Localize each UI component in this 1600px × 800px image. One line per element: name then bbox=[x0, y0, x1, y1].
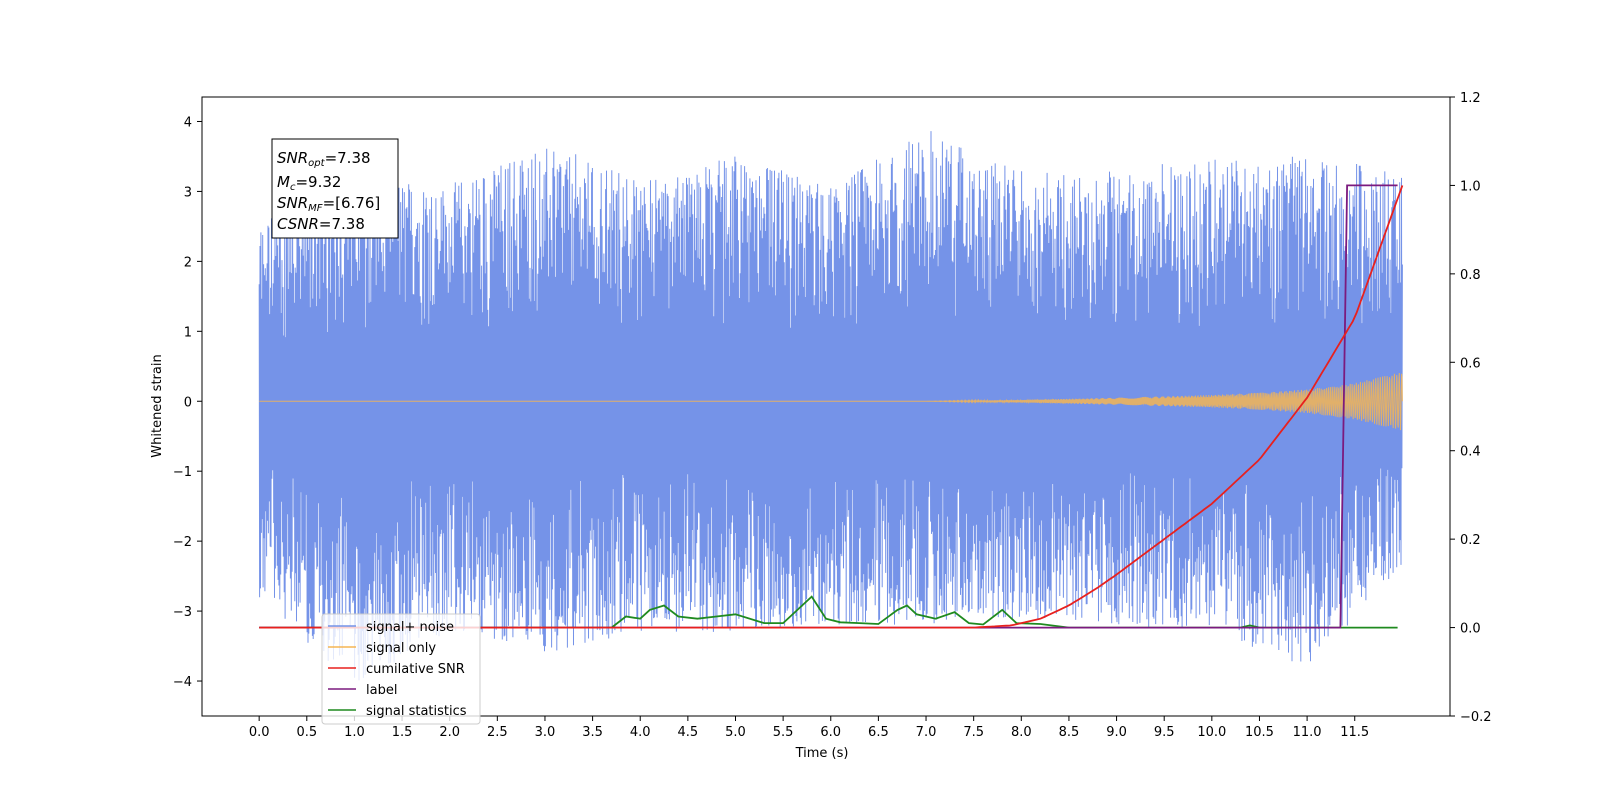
legend-entry-signal-statistics: signal statistics bbox=[328, 704, 467, 719]
legend-label-signal-statistics: signal statistics bbox=[366, 704, 467, 719]
y2-tick-label: −0.2 bbox=[1460, 710, 1492, 725]
annotation-line-4: CSNR=7.38 bbox=[277, 215, 365, 233]
legend-entry-label: label bbox=[328, 683, 397, 698]
x-tick-label: 6.0 bbox=[820, 725, 841, 740]
x-tick-label: 6.5 bbox=[868, 725, 889, 740]
annotation-line-2: Mc=9.32 bbox=[277, 173, 341, 193]
x-tick-label: 8.5 bbox=[1059, 725, 1080, 740]
x-tick-label: 9.5 bbox=[1154, 725, 1175, 740]
legend: signal+ noise signal only cumilative SNR… bbox=[321, 613, 481, 725]
y2-tick-label: 0.4 bbox=[1460, 445, 1481, 460]
y-tick-label: 1 bbox=[184, 325, 192, 340]
x-tick-label: 0.5 bbox=[296, 725, 317, 740]
legend-label-label: label bbox=[366, 683, 397, 698]
y2-tick-label: 0.2 bbox=[1460, 533, 1481, 548]
series-signal-statistics bbox=[259, 595, 1398, 629]
x-tick-label: 4.5 bbox=[678, 725, 699, 740]
y2-tick-label: 0.6 bbox=[1460, 356, 1481, 371]
x-tick-label: 0.0 bbox=[249, 725, 270, 740]
x-tick-label: 8.0 bbox=[1011, 725, 1032, 740]
y-tick-label: 4 bbox=[184, 115, 192, 130]
plot-frame bbox=[201, 96, 1451, 717]
y2-axis-ticks: 1.2 1.0 0.8 0.6 0.4 0.2 0.0 −0.2 bbox=[1450, 91, 1492, 725]
x-tick-label: 11.0 bbox=[1293, 725, 1322, 740]
legend-label-cumulative-snr: cumilative SNR bbox=[366, 662, 465, 677]
annotation-line-1: SNRopt=7.38 bbox=[277, 149, 371, 169]
legend-entry-cumulative-snr: cumilative SNR bbox=[328, 662, 465, 677]
y-axis-label: Whitened strain bbox=[150, 354, 165, 457]
legend-entry-signal-noise: signal+ noise bbox=[328, 620, 454, 635]
x-tick-label: 2.0 bbox=[439, 725, 460, 740]
legend-label-signal-noise: signal+ noise bbox=[366, 620, 454, 635]
y-tick-label: −2 bbox=[173, 535, 192, 550]
legend-label-signal-only: signal only bbox=[366, 641, 436, 656]
x-tick-label: 3.0 bbox=[535, 725, 556, 740]
y-tick-label: −3 bbox=[173, 605, 192, 620]
x-axis-label: Time (s) bbox=[795, 746, 849, 761]
x-axis-ticks: 0.0 0.5 1.0 1.5 2.0 2.5 3.0 3.5 4.0 4.5 5.0 5.5 6.0 6… bbox=[249, 716, 1369, 740]
series-signal-only bbox=[259, 372, 1403, 431]
y2-tick-label: 0.0 bbox=[1460, 622, 1481, 637]
y-tick-label: −1 bbox=[173, 465, 192, 480]
x-tick-label: 7.0 bbox=[916, 725, 937, 740]
annotation-box: SNRopt=7.38 Mc=9.32 SNRMF=[6.76] CSNR=7.… bbox=[271, 138, 399, 239]
x-tick-label: 5.5 bbox=[773, 725, 794, 740]
y2-tick-label: 0.8 bbox=[1460, 268, 1481, 283]
annotation-line-3: SNRMF=[6.76] bbox=[277, 194, 380, 214]
y-tick-label: 2 bbox=[184, 255, 192, 270]
x-tick-label: 10.0 bbox=[1197, 725, 1226, 740]
y-tick-label: 3 bbox=[184, 185, 192, 200]
legend-entry-signal-only: signal only bbox=[328, 641, 436, 656]
y2-tick-label: 1.2 bbox=[1460, 91, 1481, 106]
x-tick-label: 4.0 bbox=[630, 725, 651, 740]
y-axis-ticks: 4 3 2 1 0 −1 −2 −3 −4 bbox=[173, 115, 202, 690]
y2-tick-label: 1.0 bbox=[1460, 179, 1481, 194]
series-signal-noise bbox=[258, 131, 1403, 681]
y-tick-label: 0 bbox=[184, 395, 192, 410]
x-tick-label: 5.0 bbox=[725, 725, 746, 740]
x-tick-label: 9.0 bbox=[1106, 725, 1127, 740]
x-tick-label: 7.5 bbox=[963, 725, 984, 740]
x-tick-label: 1.5 bbox=[392, 725, 413, 740]
y-tick-label: −4 bbox=[173, 675, 192, 690]
x-tick-label: 11.5 bbox=[1340, 725, 1369, 740]
x-tick-label: 2.5 bbox=[487, 725, 508, 740]
x-tick-label: 3.5 bbox=[582, 725, 603, 740]
x-tick-label: 10.5 bbox=[1245, 725, 1274, 740]
x-tick-label: 1.0 bbox=[344, 725, 365, 740]
